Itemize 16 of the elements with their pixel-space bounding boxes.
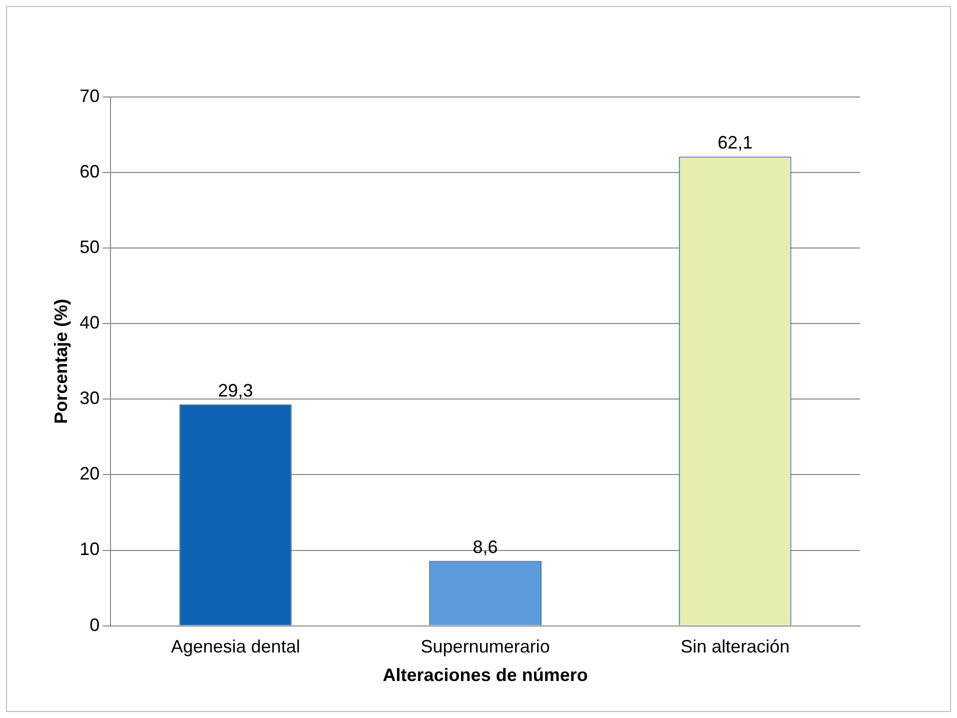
data-label: 8,6 (472, 536, 498, 557)
x-tick-label: Agenesia dental (170, 636, 300, 657)
y-tick-label: 60 (80, 162, 100, 182)
y-axis-title: Porcentaje (%) (50, 298, 71, 424)
y-tick-label: 20 (80, 464, 100, 484)
y-tick-label: 40 (80, 312, 100, 333)
x-tick-label: Sin alteración (680, 636, 790, 657)
y-tick-label: 30 (80, 388, 100, 408)
x-tick-label: Supernumerario (420, 636, 550, 657)
y-tick-label: 0 (90, 614, 100, 635)
y-tick-label: 50 (80, 237, 100, 258)
data-label: 29,3 (218, 380, 254, 400)
data-label: 62,1 (718, 132, 753, 153)
y-tick-label: 10 (80, 539, 100, 560)
x-axis-title: Alteraciones de número (382, 665, 588, 686)
y-tick-label: 70 (80, 86, 100, 106)
